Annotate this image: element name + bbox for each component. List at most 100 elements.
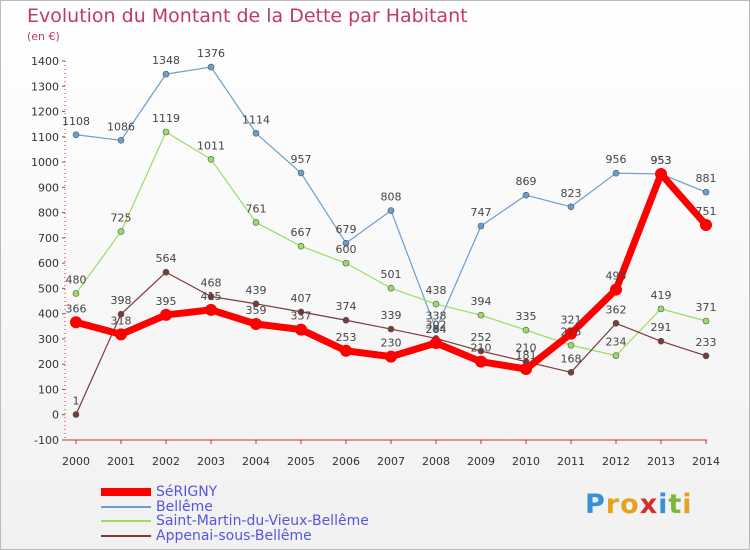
y-tick-label: 0 — [52, 409, 59, 422]
data-point — [612, 169, 620, 177]
data-point — [72, 131, 80, 139]
data-point — [520, 363, 532, 376]
legend-item: Appenai-sous-Bellême — [101, 529, 369, 544]
data-label: 679 — [336, 223, 357, 236]
data-point — [72, 290, 80, 297]
x-tick-label: 2001 — [107, 455, 135, 468]
y-tick-label: 1200 — [31, 106, 59, 119]
data-label: 210 — [471, 342, 492, 355]
data-point — [295, 323, 307, 336]
y-tick-label: 1000 — [31, 156, 59, 169]
data-label: 181 — [516, 349, 537, 362]
data-label: 339 — [381, 309, 402, 322]
data-label: 564 — [156, 252, 177, 265]
data-label: 359 — [246, 304, 267, 317]
x-tick-label: 2006 — [332, 455, 360, 468]
y-tick-label: 1400 — [31, 55, 59, 68]
x-tick-label: 2005 — [287, 455, 315, 468]
data-label: 362 — [606, 303, 627, 316]
logo-letter: t — [668, 489, 683, 520]
data-label: 869 — [516, 175, 537, 188]
x-tick-label: 2014 — [692, 455, 720, 468]
data-point — [612, 319, 620, 327]
data-label: 395 — [156, 295, 177, 308]
data-point — [342, 239, 350, 247]
data-point — [700, 218, 712, 231]
y-tick-label: 1300 — [31, 80, 59, 93]
data-point — [162, 268, 170, 276]
data-label: 725 — [111, 212, 132, 225]
x-tick-label: 2002 — [152, 455, 180, 468]
legend-item: SéRIGNY — [101, 485, 369, 500]
y-tick-label: -100 — [34, 434, 59, 447]
data-label: 1011 — [197, 139, 225, 152]
data-label: 419 — [651, 289, 672, 302]
data-point — [522, 326, 530, 334]
data-label: 953 — [651, 154, 672, 167]
data-label: 747 — [471, 206, 492, 219]
y-tick-label: 200 — [38, 358, 59, 371]
data-point — [702, 317, 710, 325]
data-label: 1114 — [242, 113, 270, 126]
x-tick-label: 2004 — [242, 455, 270, 468]
legend-label: Appenai-sous-Bellême — [156, 527, 312, 544]
data-label: 823 — [561, 187, 582, 200]
data-labels: 1108 1086 1348 1376 1114 957 679 808 338 747 869 82… — [62, 47, 717, 407]
data-point — [657, 337, 665, 345]
data-point — [565, 327, 577, 340]
data-label: 318 — [111, 314, 132, 327]
data-label: 468 — [201, 276, 222, 289]
data-point — [612, 352, 620, 359]
logo-letter: x — [639, 489, 659, 520]
data-label: 1119 — [152, 112, 180, 125]
data-point — [252, 129, 260, 137]
data-label: 957 — [291, 153, 312, 166]
data-label: 366 — [66, 302, 87, 315]
data-point — [115, 328, 127, 341]
data-label: 881 — [696, 172, 717, 185]
data-label: 667 — [291, 226, 312, 239]
legend-swatch — [101, 505, 151, 508]
x-tick-label: 2012 — [602, 455, 630, 468]
data-label: 438 — [426, 284, 447, 297]
data-point — [117, 228, 125, 235]
data-point — [70, 316, 82, 329]
data-label: 407 — [291, 292, 312, 305]
data-point — [430, 336, 442, 349]
data-point — [252, 300, 260, 308]
data-point — [205, 303, 217, 316]
logo-letter: r — [605, 489, 621, 520]
data-point — [117, 137, 125, 144]
data-label: 338 — [426, 309, 447, 322]
data-label: 956 — [606, 153, 627, 166]
data-point — [207, 155, 215, 163]
data-label: 230 — [381, 337, 402, 350]
x-tick-label: 2009 — [467, 455, 495, 468]
legend-label: Bellême — [156, 498, 213, 515]
data-point — [72, 411, 80, 418]
data-point — [610, 283, 622, 296]
axes: -100 0 100 200 300 400 500 600 700 800 900 1000 1100… — [31, 55, 720, 468]
data-label: 168 — [561, 352, 582, 365]
data-point — [477, 347, 485, 355]
data-point — [567, 341, 575, 349]
data-point — [702, 352, 710, 360]
data-point — [477, 311, 485, 319]
proxiti-logo: Proxiti — [585, 489, 693, 520]
x-tick-label: 2000 — [62, 455, 90, 468]
x-tick-label: 2010 — [512, 455, 540, 468]
data-point — [432, 326, 440, 333]
data-label: 291 — [651, 321, 672, 334]
data-point — [657, 305, 665, 313]
data-label: 953 — [651, 154, 672, 167]
data-point — [655, 167, 667, 180]
data-point — [387, 207, 395, 214]
y-tick-label: 700 — [38, 232, 59, 245]
data-point — [477, 222, 485, 230]
data-label: 275 — [561, 325, 582, 338]
data-point — [252, 219, 260, 226]
data-label: 439 — [246, 284, 267, 297]
data-label: 495 — [606, 270, 627, 283]
x-tick-label: 2003 — [197, 455, 225, 468]
y-tick-label: 1100 — [31, 131, 59, 144]
